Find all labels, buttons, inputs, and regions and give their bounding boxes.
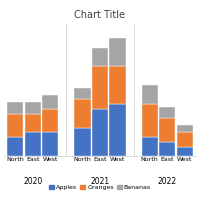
Title: Chart Title: Chart Title — [74, 10, 126, 20]
Bar — [7, 137, 23, 156]
Bar — [109, 66, 126, 104]
Bar — [42, 95, 58, 109]
Bar — [92, 66, 108, 109]
Bar — [159, 107, 175, 118]
Bar — [25, 114, 41, 132]
Bar — [109, 104, 126, 156]
Bar — [159, 118, 175, 142]
Text: 2020: 2020 — [23, 177, 42, 186]
Bar — [92, 109, 108, 156]
Bar — [92, 48, 108, 66]
Bar — [142, 85, 158, 104]
Text: 2022: 2022 — [158, 177, 177, 186]
Bar — [177, 147, 193, 156]
Bar — [159, 142, 175, 156]
Bar — [177, 132, 193, 147]
Bar — [7, 114, 23, 137]
Bar — [25, 132, 41, 156]
Bar — [74, 88, 91, 99]
Legend: Apples, Oranges, Bananas: Apples, Oranges, Bananas — [47, 182, 153, 192]
Bar — [109, 38, 126, 66]
Bar — [74, 128, 91, 156]
Bar — [74, 99, 91, 128]
Bar — [42, 132, 58, 156]
Bar — [142, 104, 158, 137]
Bar — [25, 102, 41, 114]
Bar — [7, 102, 23, 114]
Text: 2021: 2021 — [90, 177, 110, 186]
Bar — [142, 137, 158, 156]
Bar — [177, 125, 193, 132]
Bar — [42, 109, 58, 132]
